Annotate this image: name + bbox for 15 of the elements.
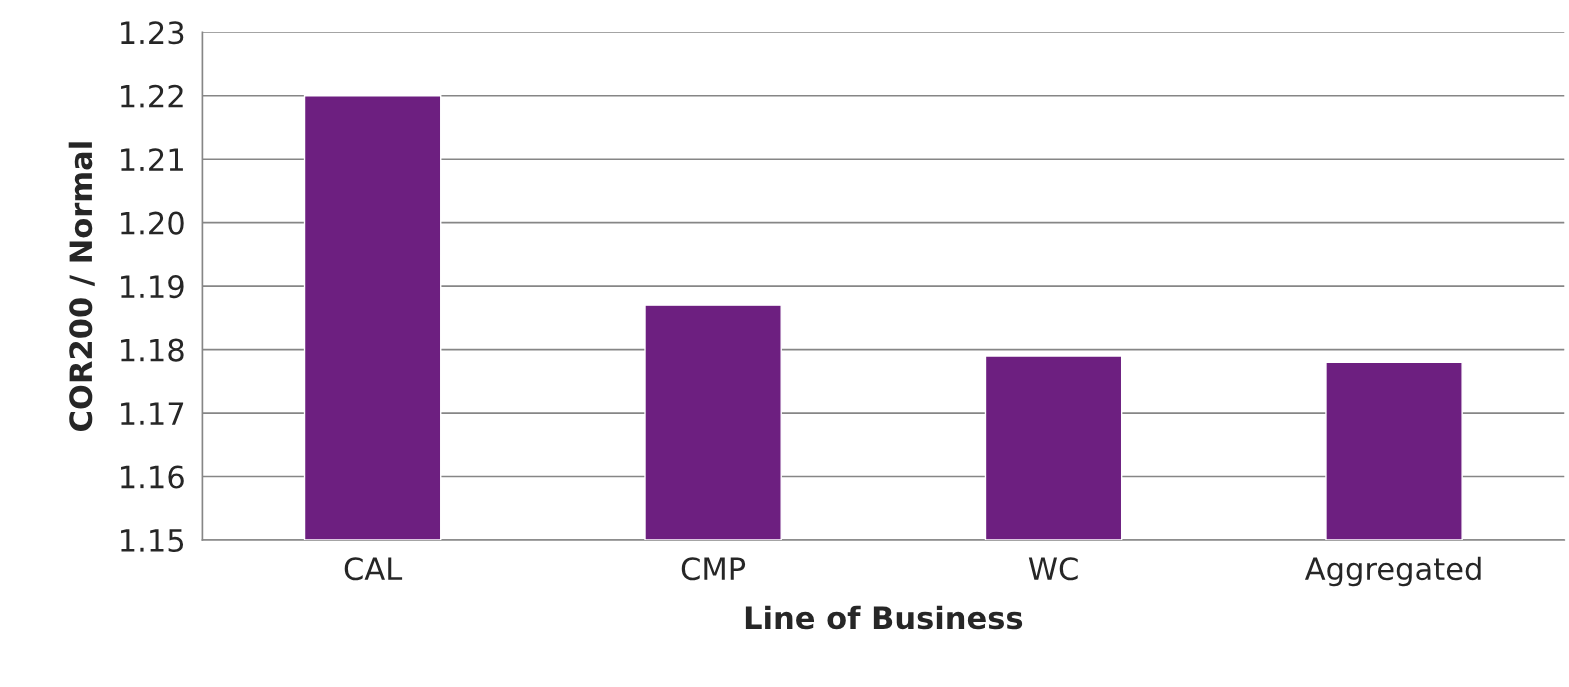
x-tick-label: CAL [344,557,403,581]
y-tick-label: 1.21 [121,148,183,171]
x-tick-label: WC [1028,557,1078,581]
y-tick-label: 1.23 [121,21,184,45]
y-tick-label: 1.19 [121,275,184,299]
y-axis-title: COR200 / Normal [68,142,95,431]
y-tick-label: 1.18 [121,338,184,362]
y-tick-label: 1.20 [121,211,184,235]
y-tick-label: 1.17 [121,402,184,425]
y-tick-label: 1.16 [121,465,184,489]
x-axis-title: Line of Business [745,605,1023,630]
x-tick-label: CMP [681,557,746,581]
x-tick-label: Aggregated [1304,556,1481,587]
y-tick-label: 1.22 [121,84,183,108]
y-tick-label: 1.15 [121,529,184,553]
